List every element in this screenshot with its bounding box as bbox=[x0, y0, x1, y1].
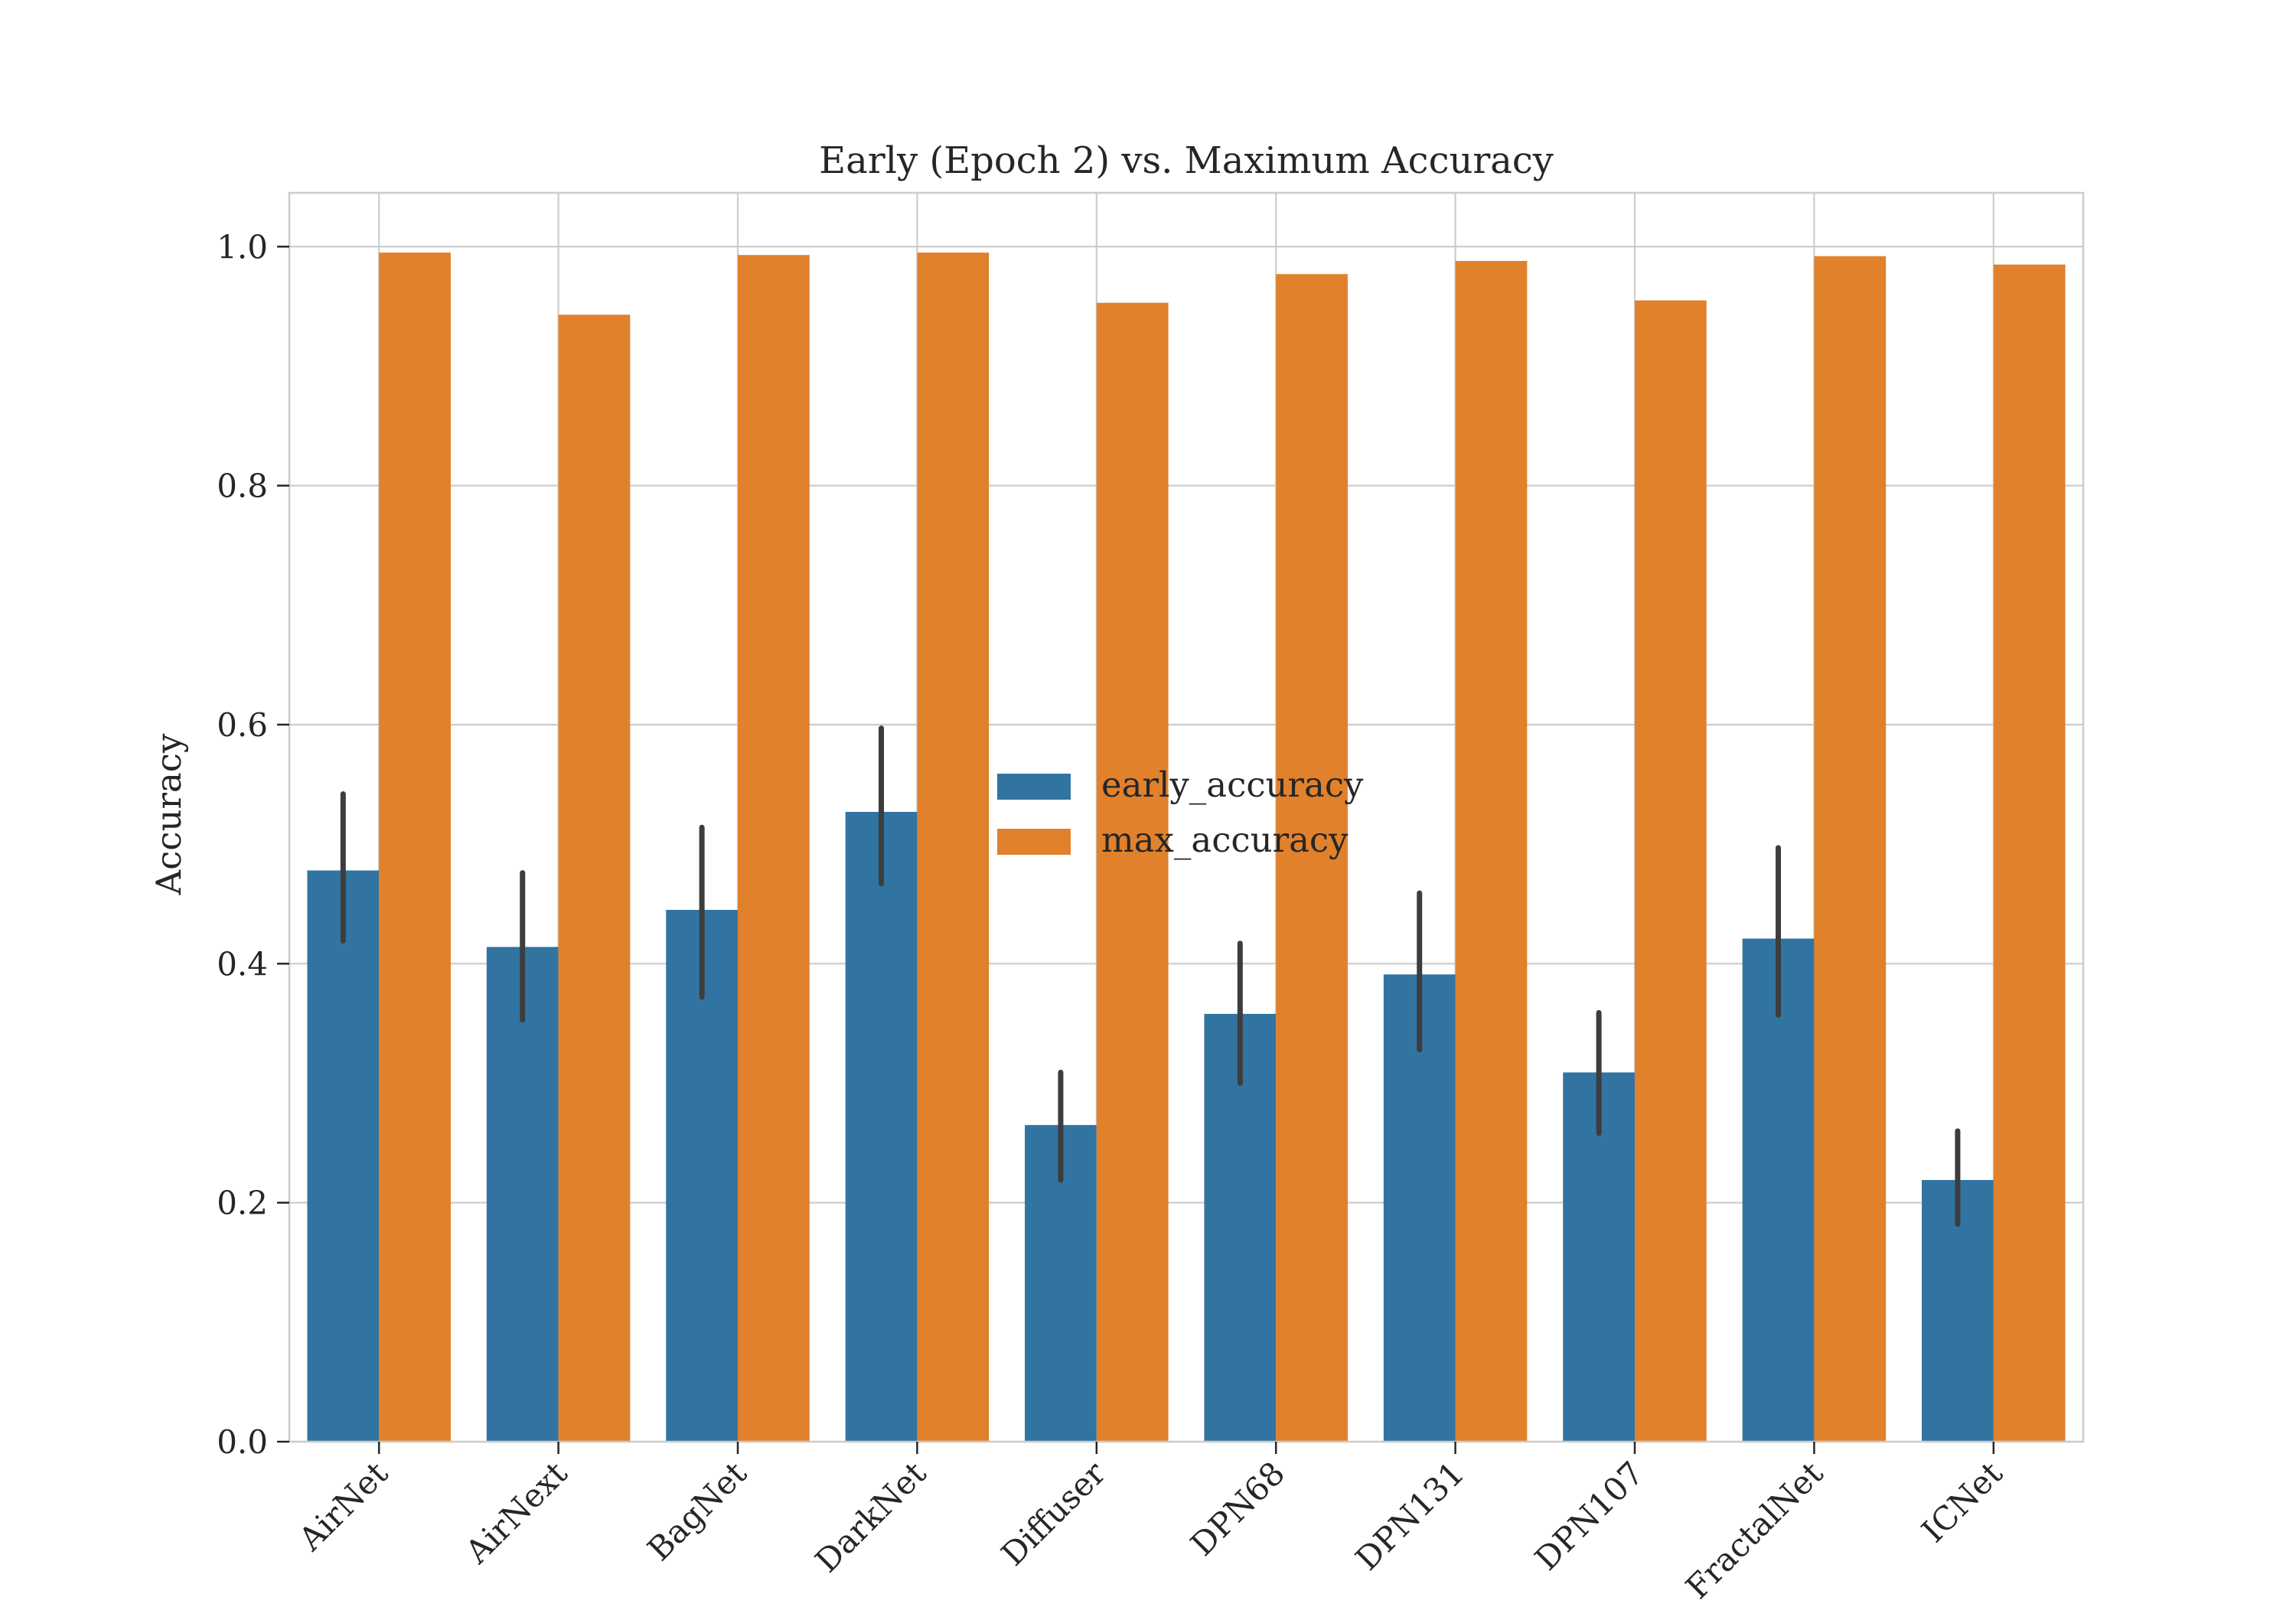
bar-max-accuracy-airnet bbox=[379, 253, 451, 1442]
x-tick-label: AirNet bbox=[291, 1454, 395, 1558]
x-tick-label: DPN107 bbox=[1528, 1454, 1651, 1577]
x-tick-label: FractalNet bbox=[1678, 1454, 1831, 1606]
y-tick-label: 1.0 bbox=[217, 228, 268, 266]
bar-max-accuracy-icnet bbox=[1993, 264, 2066, 1442]
chart-title: Early (Epoch 2) vs. Maximum Accuracy bbox=[819, 139, 1554, 182]
bar-early-accuracy-darknet bbox=[845, 811, 918, 1442]
error-bars bbox=[340, 725, 1961, 1227]
bar-max-accuracy-fractalnet bbox=[1814, 256, 1887, 1442]
x-tick-label: Diffuser bbox=[994, 1454, 1114, 1573]
bar-early-accuracy-airnet bbox=[307, 870, 380, 1442]
x-tick-label: AirNext bbox=[458, 1454, 575, 1571]
legend-swatch-early-accuracy bbox=[997, 774, 1071, 800]
bars bbox=[307, 253, 2066, 1442]
y-tick-label: 0.6 bbox=[217, 706, 268, 744]
bar-early-accuracy-airnext bbox=[486, 947, 559, 1442]
bar-max-accuracy-dpn131 bbox=[1455, 261, 1528, 1442]
x-tick-label: DPN68 bbox=[1183, 1454, 1292, 1563]
bar-max-accuracy-diffuser bbox=[1096, 302, 1169, 1442]
y-axis-label: Accuracy bbox=[148, 733, 189, 895]
x-tick-label: DPN131 bbox=[1349, 1454, 1472, 1577]
bar-max-accuracy-darknet bbox=[917, 253, 990, 1442]
plot-frame bbox=[288, 191, 2085, 1443]
x-tick-label: DarkNet bbox=[808, 1454, 934, 1579]
bar-early-accuracy-fractalnet bbox=[1742, 938, 1815, 1442]
y-tick-label: 0.2 bbox=[217, 1185, 268, 1222]
legend-label-early-accuracy: early_accuracy bbox=[1101, 764, 1364, 805]
y-tick-label: 0.4 bbox=[217, 945, 268, 983]
legend-swatch-max-accuracy bbox=[997, 829, 1071, 855]
bar-max-accuracy-dpn107 bbox=[1635, 300, 1707, 1442]
bar-max-accuracy-bagnet bbox=[738, 255, 810, 1442]
legend: early_accuracy max_accuracy bbox=[997, 764, 1364, 860]
bar-max-accuracy-dpn68 bbox=[1276, 274, 1348, 1442]
legend-label-max-accuracy: max_accuracy bbox=[1101, 820, 1349, 860]
y-tick-label: 0.8 bbox=[217, 468, 268, 505]
x-tick-label: ICNet bbox=[1914, 1454, 2010, 1550]
x-tick-label: BagNet bbox=[640, 1454, 754, 1568]
y-tick-label: 0.0 bbox=[217, 1423, 268, 1461]
bar-max-accuracy-airnext bbox=[558, 315, 631, 1442]
